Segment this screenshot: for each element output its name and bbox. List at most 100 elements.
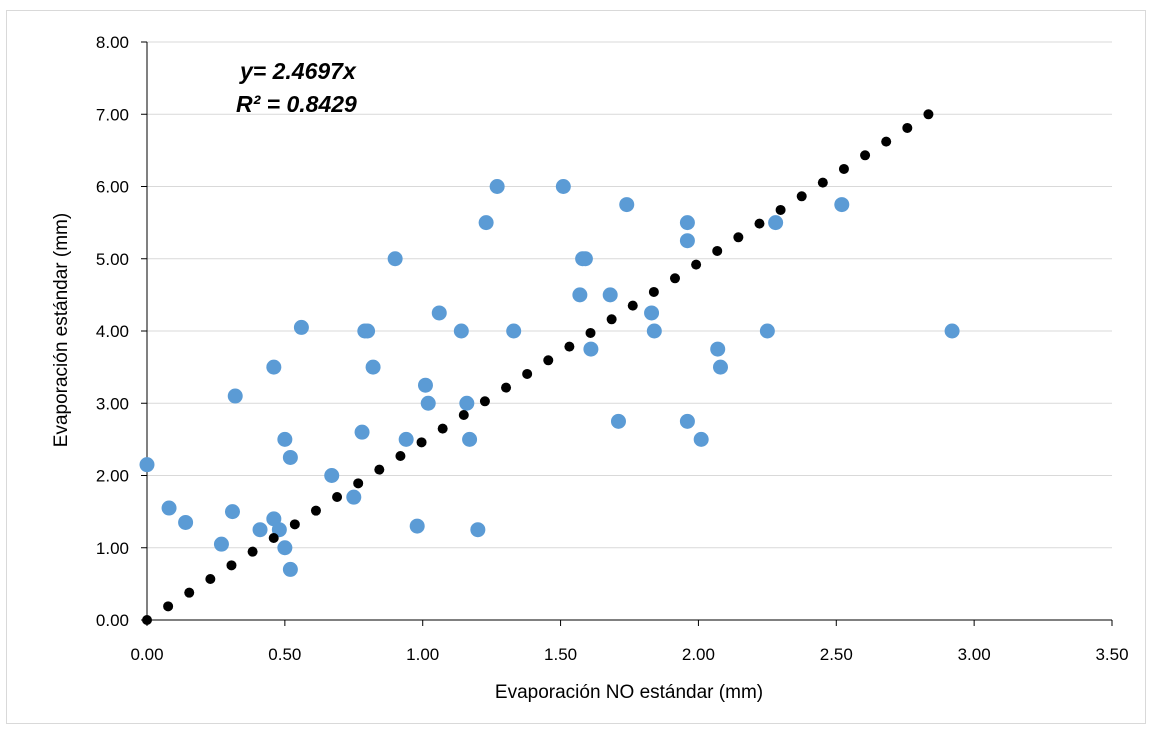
data-point xyxy=(693,431,709,447)
trendline-dot xyxy=(543,355,554,366)
trendline-dot xyxy=(838,163,849,174)
trendline-dot xyxy=(669,273,680,284)
data-point xyxy=(679,413,695,429)
x-tick-label: 0.50 xyxy=(268,645,301,664)
trendline-dot xyxy=(205,573,216,584)
trendline-dot xyxy=(775,204,786,215)
data-point xyxy=(555,179,571,194)
data-point xyxy=(610,413,626,429)
data-point xyxy=(213,536,229,552)
y-tick-label: 0.00 xyxy=(96,611,129,630)
data-point xyxy=(365,359,381,375)
trendline-dot xyxy=(458,409,469,420)
data-point xyxy=(161,500,177,516)
trendline-dot xyxy=(247,546,258,557)
trendline-dot xyxy=(163,601,174,612)
trendline-dot xyxy=(226,560,237,571)
x-tick-label: 1.00 xyxy=(406,645,439,664)
trendline-dot xyxy=(374,464,385,475)
data-point xyxy=(577,251,593,267)
data-point xyxy=(602,287,618,303)
data-point xyxy=(768,215,784,231)
trendline-dot xyxy=(712,245,723,256)
trendline-dot xyxy=(142,615,152,625)
trendline-dot xyxy=(522,368,533,379)
x-tick-label: 1.50 xyxy=(544,645,577,664)
data-point xyxy=(354,424,370,440)
y-tick-label: 3.00 xyxy=(96,394,129,413)
data-point xyxy=(834,197,850,213)
trendline-dot xyxy=(289,519,300,530)
x-axis-title: Evaporación NO estándar (mm) xyxy=(495,682,763,703)
chart-frame xyxy=(6,10,1146,724)
data-point xyxy=(453,323,469,339)
y-tick-label: 4.00 xyxy=(96,322,129,341)
r-squared-label: R² = 0.8429 xyxy=(236,91,357,117)
trendline-dot xyxy=(564,341,575,352)
data-point xyxy=(431,305,447,321)
trendline-dot xyxy=(606,314,617,325)
data-point xyxy=(506,323,522,339)
trendline-dot xyxy=(733,232,744,243)
data-point xyxy=(470,522,486,538)
data-point xyxy=(178,514,194,530)
y-tick-label: 1.00 xyxy=(96,539,129,558)
trendline-dot xyxy=(585,327,596,338)
x-tick-label: 0.00 xyxy=(130,645,163,664)
data-point xyxy=(417,377,433,393)
x-tick-labels: 0.00 0.50 1.00 1.50 2.00 2.50 3.00 3.50 xyxy=(130,645,1128,664)
trendline-equation: y= 2.4697x xyxy=(239,58,357,84)
data-point xyxy=(360,323,376,339)
trendline-dot xyxy=(796,191,807,202)
data-point xyxy=(324,468,340,483)
y-tick-label: 2.00 xyxy=(96,467,129,486)
trendline-dot xyxy=(627,300,638,311)
data-point xyxy=(346,489,362,505)
data-point xyxy=(282,561,298,577)
data-point xyxy=(944,323,960,339)
trendline-dot xyxy=(479,396,490,407)
trendline xyxy=(142,109,934,625)
trendline-dot xyxy=(332,491,343,502)
data-point xyxy=(277,431,293,447)
x-tick-label: 2.00 xyxy=(682,645,715,664)
data-point xyxy=(462,431,478,447)
data-point xyxy=(489,179,505,194)
x-tick-label: 3.00 xyxy=(958,645,991,664)
data-point xyxy=(398,431,414,447)
y-tick-label: 8.00 xyxy=(96,33,129,52)
trendline-dot xyxy=(353,478,364,489)
data-point xyxy=(252,522,268,538)
y-axis-title: Evaporación estándar (mm) xyxy=(51,213,72,447)
trendline-dot xyxy=(437,423,448,434)
x-tick-label: 2.50 xyxy=(820,645,853,664)
data-points xyxy=(139,179,960,577)
axes xyxy=(141,41,1113,626)
data-point xyxy=(277,540,293,556)
data-point xyxy=(710,341,726,357)
y-tick-label: 7.00 xyxy=(96,105,129,124)
data-point xyxy=(139,457,155,473)
trendline-dot xyxy=(268,532,279,543)
trendline-dot xyxy=(923,109,934,120)
data-point xyxy=(409,518,425,534)
y-tick-labels: 0.00 1.00 2.00 3.00 4.00 5.00 6.00 7.00 8.00 xyxy=(96,33,129,630)
trendline-dot xyxy=(184,587,195,598)
trendline-dot xyxy=(881,136,892,147)
x-tick-label: 3.50 xyxy=(1095,645,1128,664)
trendline-dot xyxy=(395,450,406,461)
data-point xyxy=(227,388,243,404)
y-tick-label: 6.00 xyxy=(96,178,129,197)
trendline-dot xyxy=(501,382,512,393)
data-point xyxy=(619,197,635,213)
data-point xyxy=(646,323,662,339)
y-tick-label: 5.00 xyxy=(96,250,129,269)
data-point xyxy=(679,215,695,231)
data-point xyxy=(293,319,309,335)
data-point xyxy=(224,504,240,520)
trendline-dot xyxy=(691,259,702,270)
data-point xyxy=(712,359,728,375)
data-point xyxy=(644,305,660,321)
trendline-dot xyxy=(416,437,427,448)
